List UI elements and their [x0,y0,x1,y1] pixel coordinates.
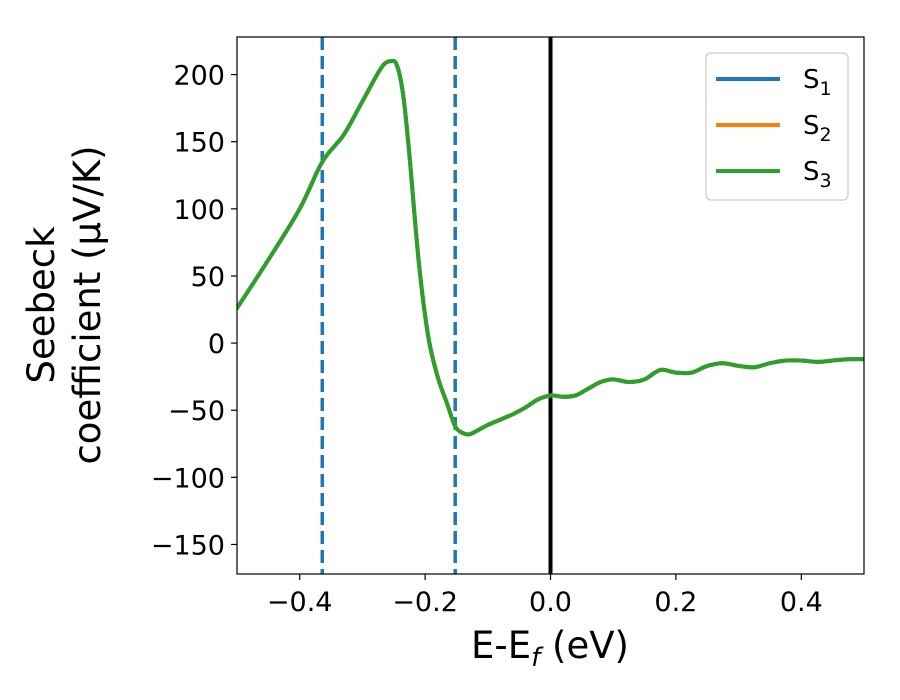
legend-label-s1: S1 [803,65,832,100]
x-tick-label: −0.4 [267,587,333,618]
y-tick-label: 200 [173,61,225,92]
plot-area [237,37,864,574]
y-axis-label-line1: Seebeck [20,226,63,384]
y-tick-label: 100 [173,195,225,226]
y-tick-label: 150 [173,128,225,159]
x-tick-label: 0.4 [780,587,823,618]
y-tick-label: 50 [191,262,225,293]
y-axis-label-line2: coefficient (μV/K) [66,145,109,464]
legend: S1 S2 S3 [705,52,849,201]
series-line-s3 [237,58,864,437]
y-tick-label: −150 [151,530,225,561]
x-tick-label: 0.0 [529,587,572,618]
x-tick-label: 0.2 [654,587,697,618]
axis-ticks: −0.4 −0.2 0.0 0.2 0.4 −150 −100 −50 0 50 100 150 200 [151,61,823,618]
y-tick-label: −50 [168,396,225,427]
legend-label-s2: S2 [803,111,832,146]
y-tick-label: 0 [208,329,225,360]
x-axis-label: E-Ef (eV) [471,624,629,673]
y-tick-label: −100 [151,463,225,494]
legend-label-s3: S3 [803,157,832,192]
x-tick-label: −0.2 [392,587,458,618]
y-axis-label: Seebeck coefficient (μV/K) [20,145,109,464]
